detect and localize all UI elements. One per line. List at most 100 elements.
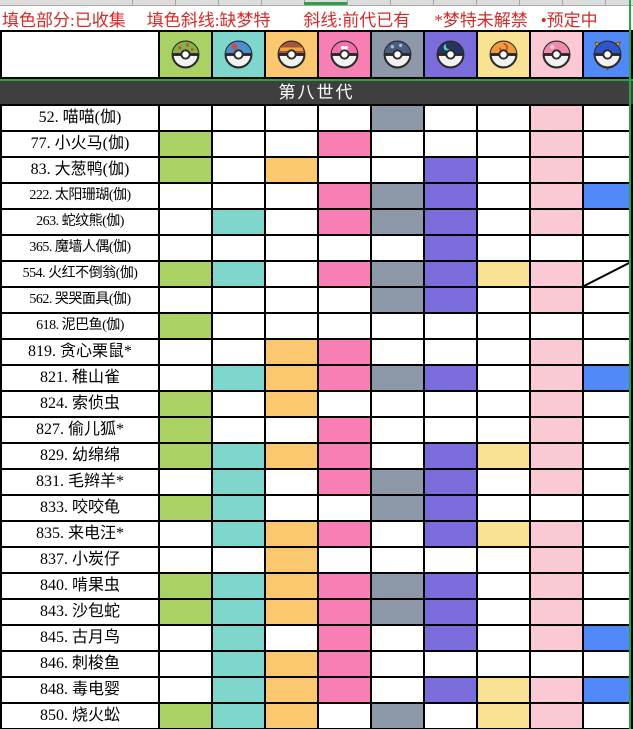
row-name-cell[interactable]: 554. 火红不倒翁(伽): [2, 262, 158, 286]
grid-cell-filled[interactable]: [478, 522, 529, 546]
grid-cell-filled[interactable]: [425, 366, 476, 390]
grid-cell-filled[interactable]: [319, 210, 370, 234]
grid-cell-empty[interactable]: [584, 288, 631, 312]
grid-cell-filled[interactable]: [319, 366, 370, 390]
grid-cell-empty[interactable]: [584, 652, 631, 676]
grid-cell-empty[interactable]: [160, 548, 211, 572]
grid-cell-empty[interactable]: [319, 392, 370, 416]
grid-cell-empty[interactable]: [478, 548, 529, 572]
grid-cell-filled[interactable]: [213, 652, 264, 676]
row-name-cell[interactable]: 562. 哭哭面具(伽): [2, 288, 158, 312]
grid-cell-filled[interactable]: [319, 262, 370, 286]
row-name-cell[interactable]: 829. 幼绵绵: [2, 444, 158, 468]
grid-cell-empty[interactable]: [266, 288, 317, 312]
grid-cell-empty[interactable]: [531, 652, 582, 676]
row-name-cell[interactable]: 843. 沙包蛇: [2, 600, 158, 624]
lure-ball-column-header[interactable]: [213, 32, 264, 77]
grid-cell-filled[interactable]: [478, 444, 529, 468]
grid-cell-filled[interactable]: [372, 366, 423, 390]
grid-cell-filled[interactable]: [531, 548, 582, 572]
grid-cell-filled[interactable]: [478, 262, 529, 286]
grid-cell-filled[interactable]: [160, 444, 211, 468]
grid-cell-empty[interactable]: [584, 314, 631, 338]
grid-cell-filled[interactable]: [319, 522, 370, 546]
grid-cell-empty[interactable]: [584, 106, 631, 130]
grid-cell-empty[interactable]: [266, 210, 317, 234]
row-name-cell[interactable]: 837. 小炭仔: [2, 548, 158, 572]
grid-cell-empty[interactable]: [372, 626, 423, 650]
grid-cell-filled[interactable]: [319, 132, 370, 156]
grid-cell-filled[interactable]: [584, 366, 631, 390]
grid-cell-filled[interactable]: [266, 678, 317, 702]
grid-cell-empty[interactable]: [319, 314, 370, 338]
grid-cell-filled[interactable]: [213, 444, 264, 468]
grid-cell-filled[interactable]: [266, 444, 317, 468]
grid-cell-empty[interactable]: [319, 158, 370, 182]
grid-cell-empty[interactable]: [478, 626, 529, 650]
grid-cell-filled[interactable]: [531, 678, 582, 702]
grid-cell-empty[interactable]: [160, 678, 211, 702]
grid-cell-empty[interactable]: [478, 652, 529, 676]
grid-cell-empty[interactable]: [584, 418, 631, 442]
grid-cell-filled[interactable]: [372, 600, 423, 624]
grid-cell-empty[interactable]: [266, 106, 317, 130]
grid-cell-filled[interactable]: [531, 600, 582, 624]
grid-cell-filled[interactable]: [531, 132, 582, 156]
row-name-cell[interactable]: 52. 喵喵(伽): [2, 106, 158, 130]
grid-cell-empty[interactable]: [425, 652, 476, 676]
grid-cell-filled[interactable]: [425, 184, 476, 208]
grid-cell-empty[interactable]: [478, 184, 529, 208]
grid-cell-empty[interactable]: [584, 600, 631, 624]
grid-cell-filled[interactable]: [531, 444, 582, 468]
row-name-cell[interactable]: 846. 刺梭鱼: [2, 652, 158, 676]
grid-cell-empty[interactable]: [478, 574, 529, 598]
row-name-cell[interactable]: 83. 大葱鸭(伽): [2, 158, 158, 182]
grid-cell-filled[interactable]: [319, 678, 370, 702]
grid-cell-empty[interactable]: [478, 106, 529, 130]
grid-cell-filled[interactable]: [319, 184, 370, 208]
grid-cell-filled[interactable]: [531, 106, 582, 130]
grid-cell-empty[interactable]: [160, 236, 211, 260]
grid-cell-empty[interactable]: [425, 340, 476, 364]
grid-cell-empty[interactable]: [478, 418, 529, 442]
grid-cell-empty[interactable]: [266, 184, 317, 208]
friend-ball-column-header[interactable]: [160, 32, 211, 77]
grid-cell-filled[interactable]: [372, 470, 423, 494]
generation-header[interactable]: 第八世代: [0, 81, 633, 104]
grid-cell-filled[interactable]: [160, 262, 211, 286]
grid-cell-empty[interactable]: [372, 418, 423, 442]
grid-cell-empty[interactable]: [478, 470, 529, 494]
grid-cell-empty[interactable]: [266, 496, 317, 520]
grid-cell-empty[interactable]: [425, 314, 476, 338]
grid-cell-empty[interactable]: [372, 236, 423, 260]
grid-cell-filled[interactable]: [266, 158, 317, 182]
grid-cell-filled[interactable]: [372, 106, 423, 130]
grid-cell-filled[interactable]: [531, 262, 582, 286]
grid-cell-filled[interactable]: [425, 236, 476, 260]
grid-cell-empty[interactable]: [478, 366, 529, 390]
grid-cell-filled[interactable]: [266, 704, 317, 728]
grid-cell-filled[interactable]: [266, 522, 317, 546]
grid-cell-empty[interactable]: [213, 418, 264, 442]
grid-cell-empty[interactable]: [425, 392, 476, 416]
grid-cell-empty[interactable]: [531, 314, 582, 338]
level-ball-column-header[interactable]: [266, 32, 317, 77]
grid-cell-empty[interactable]: [584, 444, 631, 468]
grid-cell-filled[interactable]: [213, 366, 264, 390]
grid-cell-filled[interactable]: [160, 574, 211, 598]
grid-cell-filled[interactable]: [425, 574, 476, 598]
row-name-cell[interactable]: 821. 稚山雀: [2, 366, 158, 390]
grid-cell-filled[interactable]: [319, 600, 370, 624]
grid-cell-empty[interactable]: [372, 392, 423, 416]
grid-cell-empty[interactable]: [478, 314, 529, 338]
grid-cell-filled[interactable]: [160, 600, 211, 624]
grid-cell-filled[interactable]: [319, 574, 370, 598]
grid-cell-filled[interactable]: [478, 678, 529, 702]
grid-cell-empty[interactable]: [266, 418, 317, 442]
grid-cell-empty[interactable]: [266, 236, 317, 260]
grid-cell-filled[interactable]: [266, 366, 317, 390]
row-name-cell[interactable]: 850. 烧火蚣: [2, 704, 158, 728]
row-name-cell[interactable]: 845. 古月鸟: [2, 626, 158, 650]
grid-cell-filled[interactable]: [213, 210, 264, 234]
grid-cell-filled[interactable]: [531, 522, 582, 546]
